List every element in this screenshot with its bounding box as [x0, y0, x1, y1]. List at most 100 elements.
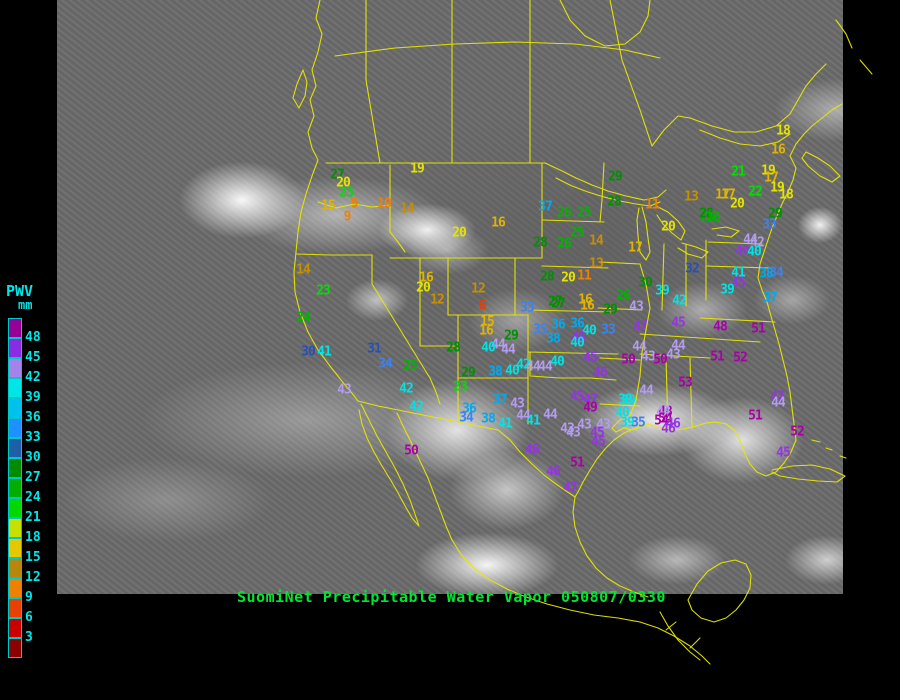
- station-pwv-value: 19: [770, 180, 785, 196]
- station-pwv-value: 20: [561, 270, 576, 286]
- station-pwv-value: 46: [525, 442, 540, 458]
- station-pwv-value: 23: [453, 379, 468, 395]
- station-pwv-value: 39: [620, 415, 635, 431]
- station-pwv-value: 47: [633, 319, 648, 335]
- station-pwv-value: 12: [471, 281, 486, 297]
- station-pwv-value: 39: [621, 393, 636, 409]
- station-pwv-value: 44: [632, 339, 647, 355]
- station-pwv-value: 42: [516, 357, 531, 373]
- legend-tick-label: 48: [25, 330, 41, 345]
- legend-tick-label: 9: [25, 590, 33, 605]
- station-pwv-value: 43: [560, 421, 575, 437]
- map-title: SuomiNet Precipitable Water Vapor 050807…: [237, 588, 666, 606]
- station-pwv-value: 50: [404, 443, 419, 459]
- station-pwv-value: 44: [656, 404, 671, 420]
- station-pwv-value: 43: [337, 382, 352, 398]
- station-pwv-value: 25: [570, 225, 585, 241]
- station-pwv-value: 51: [751, 321, 766, 337]
- station-pwv-value: 26: [557, 205, 572, 221]
- legend-color-block: [8, 438, 22, 458]
- station-pwv-value: 43: [666, 347, 681, 363]
- station-pwv-value: 50: [653, 352, 668, 368]
- legend-tick-label: 39: [25, 390, 41, 405]
- station-pwv-value: 20: [336, 175, 351, 191]
- station-pwv-value: 48: [713, 319, 728, 335]
- station-pwv-value: 44: [543, 407, 558, 423]
- station-pwv-value: 43: [596, 417, 611, 433]
- station-pwv-value: 46: [735, 243, 750, 259]
- station-pwv-value: 44: [526, 359, 541, 375]
- legend-color-block: [8, 358, 22, 378]
- station-pwv-value: 38: [546, 331, 561, 347]
- legend-tick-label: 12: [25, 570, 41, 585]
- station-pwv-value: 42: [409, 399, 424, 415]
- station-pwv-value: 46: [666, 416, 681, 432]
- station-pwv-value: 13: [684, 189, 699, 205]
- station-pwv-value: 41: [317, 344, 332, 360]
- legend-tick-label: 45: [25, 350, 41, 365]
- station-pwv-value: 22: [748, 184, 763, 200]
- station-pwv-value: 43: [641, 349, 656, 365]
- legend-color-block: [8, 478, 22, 498]
- station-pwv-value: 28: [533, 235, 548, 251]
- station-pwv-value: 37: [493, 392, 508, 408]
- legend-tick-label: 36: [25, 410, 41, 425]
- station-pwv-value: 38: [759, 266, 774, 282]
- station-pwv-value: 40: [550, 354, 565, 370]
- station-pwv-value: 24: [296, 310, 311, 326]
- station-pwv-value: 19: [761, 163, 776, 179]
- station-pwv-value: 14: [400, 201, 415, 217]
- station-pwv-value: 27: [548, 294, 563, 310]
- legend-color-block: [8, 378, 22, 398]
- legend-color-block: [8, 458, 22, 478]
- station-pwv-value: 42: [672, 293, 687, 309]
- station-pwv-value: 39: [720, 282, 735, 298]
- station-pwv-value: 16: [578, 292, 593, 308]
- station-pwv-value: 28: [540, 269, 555, 285]
- station-pwv-value: 17: [715, 187, 730, 203]
- station-pwv-value: 37: [763, 290, 778, 306]
- station-pwv-value: 28: [607, 194, 622, 210]
- legend-tick-label: 15: [25, 550, 41, 565]
- station-pwv-value: 26: [616, 288, 631, 304]
- station-pwv-value: 44: [491, 337, 506, 353]
- station-pwv-value: 41: [731, 265, 746, 281]
- station-pwv-value: 44: [771, 395, 786, 411]
- station-pwv-value: 39: [655, 283, 670, 299]
- legend-unit-label: mm: [18, 298, 33, 312]
- station-pwv-value: 20: [452, 225, 467, 241]
- station-pwv-value: 35: [631, 415, 646, 431]
- central-america: [659, 611, 701, 661]
- legend-tick-label: 24: [25, 490, 41, 505]
- legend-color-block: [8, 518, 22, 538]
- station-pwv-value: 18: [776, 123, 791, 139]
- station-pwv-value: 51: [570, 455, 585, 471]
- station-pwv-value: 43: [629, 299, 644, 315]
- station-pwv-value: 14: [296, 262, 311, 278]
- legend-color-block: [8, 598, 22, 618]
- legend-tick-label: 18: [25, 530, 41, 545]
- legend-color-block: [8, 418, 22, 438]
- station-pwv-value: 17: [721, 187, 736, 203]
- station-pwv-value: 44: [501, 342, 516, 358]
- station-pwv-value: 40: [615, 405, 630, 421]
- pwv-legend: PWV mm 48 45 42 39 36 33 30 27 24 21 18 15 12 9 6 3: [6, 284, 56, 658]
- station-pwv-value: 10: [377, 196, 392, 212]
- station-pwv-value: 33: [520, 300, 535, 316]
- station-pwv-value: 30: [638, 275, 653, 291]
- station-pwv-value: 40: [582, 323, 597, 339]
- station-pwv-value: 11: [645, 197, 660, 213]
- station-pwv-value: 13: [589, 256, 604, 272]
- station-pwv-value: 20: [416, 280, 431, 296]
- station-pwv-value: 25: [403, 358, 418, 374]
- station-pwv-value: 26: [706, 210, 721, 226]
- station-pwv-value: 40: [570, 335, 585, 351]
- station-pwv-value: 29: [608, 169, 623, 185]
- station-pwv-value: 29: [603, 302, 618, 318]
- station-pwv-value: 14: [589, 233, 604, 249]
- station-pwv-value: 38: [488, 364, 503, 380]
- station-pwv-value: 47: [770, 389, 785, 405]
- station-pwv-value: 29: [504, 328, 519, 344]
- legend-tick-label: 21: [25, 510, 41, 525]
- station-pwv-value: 40: [505, 363, 520, 379]
